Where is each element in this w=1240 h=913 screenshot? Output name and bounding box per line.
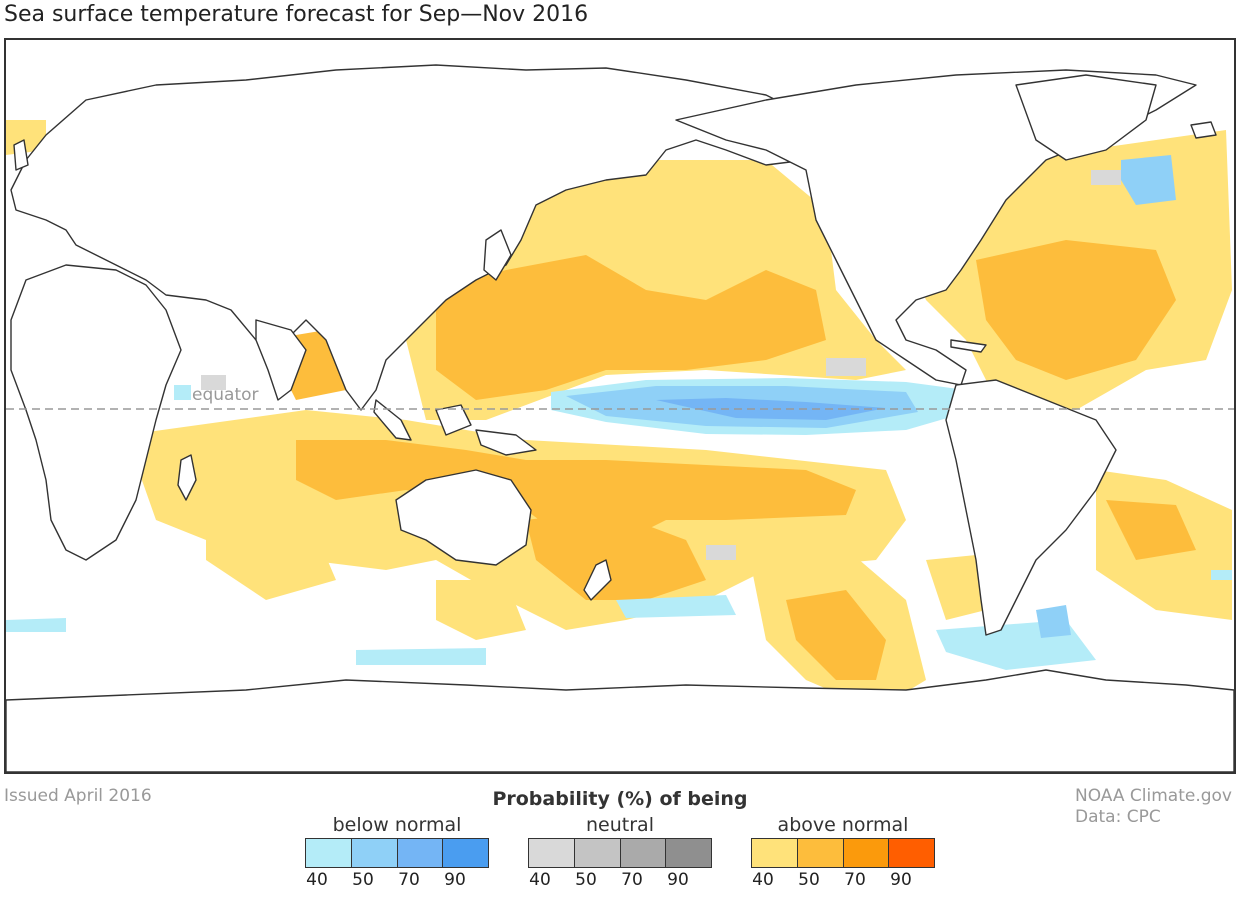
- legend-swatch: [843, 839, 890, 867]
- land-africa: [10, 264, 182, 561]
- legend-swatches: [305, 838, 489, 868]
- legend-above-normal: above normal 40 50 70 90: [751, 814, 935, 890]
- credit-block: NOAA Climate.gov Data: CPC: [1075, 786, 1232, 828]
- legend-group-label: neutral: [586, 814, 654, 836]
- land-south-america: [945, 379, 1117, 636]
- land-sumatra: [373, 399, 412, 441]
- legend-tick: 70: [621, 870, 643, 890]
- land-greenland: [1015, 74, 1157, 161]
- equator-label: equator: [192, 385, 259, 405]
- legend-swatch: [351, 839, 398, 867]
- region-neutral-40: [201, 375, 226, 390]
- legend-tick: 90: [890, 870, 912, 890]
- region-neutral-40: [706, 545, 736, 560]
- region-above-40: [206, 500, 336, 600]
- map-title: Sea surface temperature forecast for Sep…: [4, 2, 589, 27]
- neutral-regions: [201, 170, 1121, 560]
- legend-swatch: [529, 839, 575, 867]
- legend-tick: 50: [575, 870, 597, 890]
- land-madagascar: [177, 454, 197, 501]
- above-normal-regions: [6, 115, 1232, 710]
- legend-ticks: 40 50 70 90: [528, 868, 712, 890]
- legend-tick: 70: [398, 870, 420, 890]
- legend-swatch: [889, 839, 934, 867]
- land-india: [255, 319, 307, 401]
- below-normal-regions: [6, 155, 1232, 670]
- legend-swatch: [666, 839, 711, 867]
- land-masses: [6, 64, 1234, 772]
- land-eurasia: [10, 64, 817, 411]
- land-borneo: [435, 404, 472, 436]
- legend-tick: 40: [752, 870, 774, 890]
- legend-tick: 50: [798, 870, 820, 890]
- land-uk: [13, 139, 29, 171]
- region-below-40: [174, 385, 191, 400]
- land-australia: [395, 469, 532, 566]
- legend-swatch: [574, 839, 621, 867]
- region-above-50: [296, 440, 856, 540]
- region-neutral-40: [1091, 170, 1121, 185]
- region-below-50: [1036, 605, 1071, 638]
- legend-swatch: [443, 839, 488, 867]
- forecast-map: equator: [4, 38, 1236, 774]
- credit-source: NOAA Climate.gov: [1074, 786, 1232, 806]
- legend-group-label: below normal: [332, 814, 462, 836]
- region-below-40: [356, 648, 486, 665]
- region-below-40: [616, 595, 736, 618]
- legend-swatch: [397, 839, 444, 867]
- region-above-40: [926, 555, 986, 620]
- region-above-40: [436, 580, 526, 640]
- issued-date: Issued April 2016: [4, 786, 152, 806]
- region-above-50: [436, 255, 826, 400]
- legend-below-normal: below normal 40 50 70 90: [305, 814, 489, 890]
- region-above-50: [786, 590, 886, 680]
- legend-tick: 90: [444, 870, 466, 890]
- legend-tick: 50: [352, 870, 374, 890]
- legend-tick: 90: [667, 870, 689, 890]
- legend-tick: 70: [844, 870, 866, 890]
- land-cuba: [950, 339, 987, 353]
- land-new-zealand: [583, 559, 612, 601]
- legend-swatch: [306, 839, 352, 867]
- region-below-40: [936, 620, 1096, 670]
- legend-title: Probability (%) of being: [492, 788, 748, 810]
- region-below-50: [1121, 155, 1176, 205]
- land-iceland: [1190, 121, 1217, 139]
- legend-neutral: neutral 40 50 70 90: [528, 814, 712, 890]
- legend-ticks: 40 50 70 90: [751, 868, 935, 890]
- legend-swatch: [752, 839, 798, 867]
- region-below-40: [1211, 570, 1232, 580]
- region-below-70: [656, 398, 886, 420]
- legend-swatch: [797, 839, 844, 867]
- map-canvas: equator: [6, 64, 1234, 772]
- legend-group-label: above normal: [777, 814, 909, 836]
- legend-swatches: [528, 838, 712, 868]
- region-above-50: [1106, 500, 1196, 560]
- region-below-40: [6, 618, 66, 632]
- land-antarctica: [6, 669, 1234, 772]
- region-above-50: [976, 240, 1176, 380]
- legend-swatches: [751, 838, 935, 868]
- legend-ticks: 40 50 70 90: [305, 868, 489, 890]
- legend-tick: 40: [306, 870, 328, 890]
- credit-data: Data: CPC: [1074, 807, 1161, 827]
- legend-swatch: [620, 839, 667, 867]
- region-above-50: [526, 510, 706, 600]
- land-japan: [483, 229, 512, 281]
- legend-tick: 40: [529, 870, 551, 890]
- region-neutral-40: [826, 358, 866, 376]
- land-new-guinea: [475, 429, 537, 456]
